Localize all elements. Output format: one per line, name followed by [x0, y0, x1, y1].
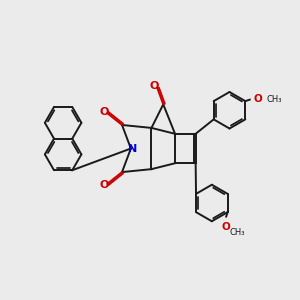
Text: CH₃: CH₃	[229, 228, 245, 237]
Text: O: O	[99, 180, 109, 190]
Text: O: O	[222, 221, 230, 232]
Text: O: O	[150, 81, 159, 91]
Text: O: O	[99, 107, 109, 117]
Text: CH₃: CH₃	[266, 95, 282, 104]
Text: N: N	[128, 143, 137, 154]
Text: O: O	[254, 94, 262, 104]
